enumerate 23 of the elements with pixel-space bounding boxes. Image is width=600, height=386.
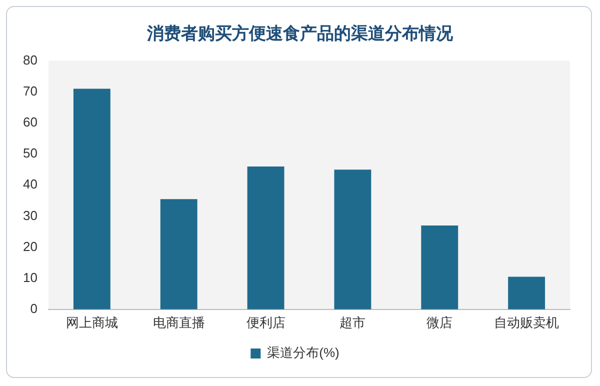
y-tick-label: 40	[22, 176, 38, 192]
y-tick-label: 50	[22, 146, 38, 161]
x-tick-label: 自动贩卖机	[494, 314, 560, 330]
y-tick-label: 80	[22, 52, 38, 68]
x-tick-label: 便利店	[246, 314, 286, 330]
y-tick-label: 10	[22, 270, 38, 285]
x-tick-label: 超市	[340, 314, 366, 330]
chart-title: 消费者购买方便速食产品的渠道分布情况	[146, 23, 454, 45]
bar	[160, 199, 198, 310]
y-tick-label: 0	[30, 300, 38, 316]
legend-label: 渠道分布(%)	[267, 345, 340, 360]
bar	[247, 166, 284, 310]
bar	[421, 226, 458, 310]
bar	[508, 276, 546, 310]
x-tick-label: 微店	[426, 314, 453, 330]
y-tick-label: 60	[22, 114, 38, 130]
bar	[73, 88, 110, 310]
y-tick-label: 70	[22, 83, 38, 98]
y-tick-label: 30	[22, 208, 38, 223]
bar	[334, 170, 372, 310]
x-tick-label: 网上商城	[66, 314, 118, 330]
x-tick-label: 电商直播	[152, 314, 205, 330]
y-tick-label: 20	[22, 238, 38, 254]
